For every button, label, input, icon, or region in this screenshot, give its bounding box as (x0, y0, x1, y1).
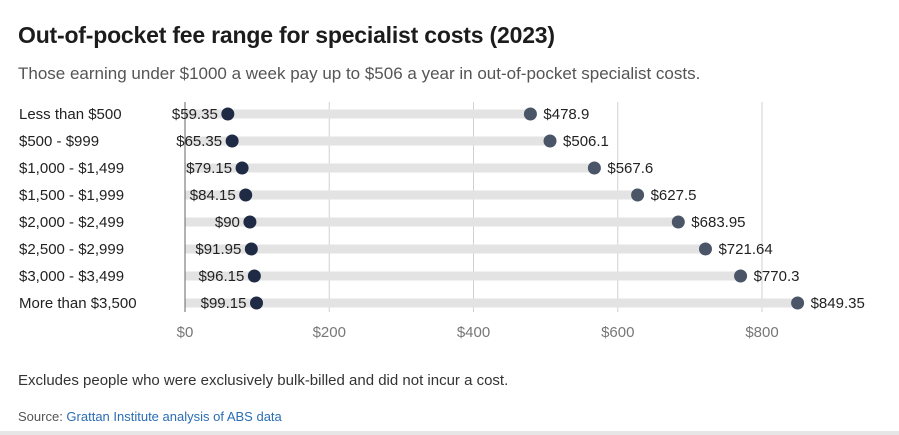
x-tick-label: $400 (457, 324, 490, 341)
low-value-dot (239, 188, 253, 202)
high-value-dot (698, 242, 712, 256)
low-value-dot (235, 161, 249, 175)
low-value-label: $65.35 (176, 133, 222, 150)
x-tick-label: $600 (601, 324, 634, 341)
low-value-dot (243, 215, 257, 229)
high-value-label: $849.35 (811, 295, 865, 312)
category-label: $1,500 - $1,999 (19, 187, 124, 204)
chart-note: Excludes people who were exclusively bul… (18, 372, 509, 389)
high-value-dot (631, 188, 645, 202)
category-label: $1,000 - $1,499 (19, 160, 124, 177)
source-prefix: Source: (18, 409, 67, 424)
high-value-label: $770.3 (754, 268, 800, 285)
low-value-label: $99.15 (201, 295, 247, 312)
source-line: Source: Grattan Institute analysis of AB… (18, 409, 282, 424)
high-value-label: $627.5 (651, 187, 697, 204)
high-value-label: $683.95 (691, 214, 745, 231)
high-value-label: $478.9 (543, 106, 589, 123)
category-label: $3,000 - $3,499 (19, 268, 124, 285)
low-value-label: $79.15 (186, 160, 232, 177)
high-value-dot (791, 296, 805, 310)
high-value-dot (543, 134, 557, 148)
high-value-label: $721.64 (718, 241, 772, 258)
low-value-label: $91.95 (195, 241, 241, 258)
low-value-label: $59.35 (172, 106, 218, 123)
chart-title: Out-of-pocket fee range for specialist c… (18, 22, 555, 48)
x-tick-label: $200 (313, 324, 346, 341)
low-value-dot (221, 107, 235, 121)
high-value-dot (587, 161, 601, 175)
high-value-dot (671, 215, 685, 229)
low-value-dot (250, 296, 264, 310)
low-value-dot (247, 269, 261, 283)
high-value-dot (734, 269, 748, 283)
low-value-label: $84.15 (190, 187, 236, 204)
low-value-label: $90 (215, 214, 240, 231)
high-value-label: $506.1 (563, 133, 609, 150)
x-tick-label: $0 (177, 324, 194, 341)
high-value-label: $567.6 (607, 160, 653, 177)
source-link[interactable]: Grattan Institute analysis of ABS data (66, 409, 282, 424)
low-value-dot (244, 242, 258, 256)
footer-divider (0, 431, 899, 435)
category-label: $500 - $999 (19, 133, 99, 150)
category-label: $2,000 - $2,499 (19, 214, 124, 231)
category-label: $2,500 - $2,999 (19, 241, 124, 258)
category-label: Less than $500 (19, 106, 122, 123)
x-tick-label: $800 (745, 324, 778, 341)
chart-subtitle: Those earning under $1000 a week pay up … (18, 64, 701, 83)
high-value-dot (523, 107, 537, 121)
low-value-dot (225, 134, 239, 148)
low-value-label: $96.15 (198, 268, 244, 285)
category-label: More than $3,500 (19, 295, 137, 312)
dumbbell-chart: $0 $200 $400 $600 $800 Less than $500 $59.35 $4… (19, 102, 865, 341)
